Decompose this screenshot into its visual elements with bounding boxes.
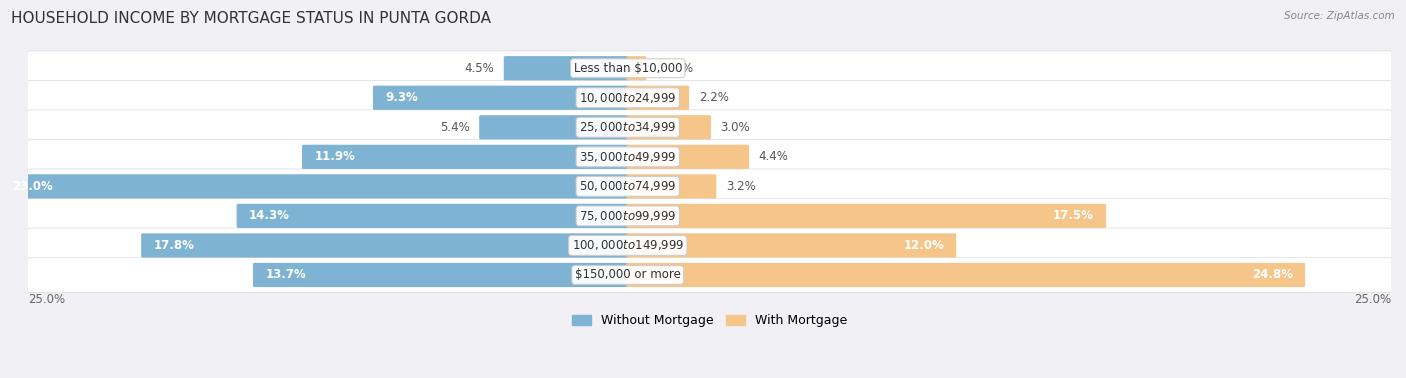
FancyBboxPatch shape — [627, 56, 647, 81]
Text: 2.2%: 2.2% — [699, 91, 728, 104]
Text: 3.2%: 3.2% — [725, 180, 755, 193]
FancyBboxPatch shape — [27, 228, 1392, 263]
Text: 4.5%: 4.5% — [464, 62, 494, 75]
Text: 3.0%: 3.0% — [720, 121, 749, 134]
FancyBboxPatch shape — [0, 174, 628, 198]
FancyBboxPatch shape — [236, 204, 628, 228]
Text: 12.0%: 12.0% — [903, 239, 943, 252]
Legend: Without Mortgage, With Mortgage: Without Mortgage, With Mortgage — [567, 309, 852, 332]
FancyBboxPatch shape — [627, 115, 711, 139]
FancyBboxPatch shape — [627, 204, 1107, 228]
Text: 5.4%: 5.4% — [440, 121, 470, 134]
FancyBboxPatch shape — [27, 139, 1392, 174]
FancyBboxPatch shape — [27, 198, 1392, 233]
Text: $75,000 to $99,999: $75,000 to $99,999 — [579, 209, 676, 223]
FancyBboxPatch shape — [27, 110, 1392, 145]
FancyBboxPatch shape — [627, 86, 689, 110]
Text: $100,000 to $149,999: $100,000 to $149,999 — [572, 239, 683, 253]
FancyBboxPatch shape — [27, 81, 1392, 115]
FancyBboxPatch shape — [302, 145, 628, 169]
Text: Less than $10,000: Less than $10,000 — [574, 62, 682, 75]
Text: 14.3%: 14.3% — [249, 209, 290, 222]
FancyBboxPatch shape — [253, 263, 628, 287]
Text: $10,000 to $24,999: $10,000 to $24,999 — [579, 91, 676, 105]
Text: Source: ZipAtlas.com: Source: ZipAtlas.com — [1284, 11, 1395, 21]
Text: 11.9%: 11.9% — [315, 150, 356, 163]
FancyBboxPatch shape — [627, 174, 716, 198]
Text: 24.8%: 24.8% — [1251, 268, 1294, 282]
Text: 4.4%: 4.4% — [759, 150, 789, 163]
FancyBboxPatch shape — [503, 56, 628, 81]
FancyBboxPatch shape — [141, 233, 628, 257]
FancyBboxPatch shape — [373, 86, 628, 110]
Text: 13.7%: 13.7% — [266, 268, 307, 282]
Text: 23.0%: 23.0% — [11, 180, 52, 193]
FancyBboxPatch shape — [627, 145, 749, 169]
FancyBboxPatch shape — [27, 169, 1392, 204]
Text: 17.5%: 17.5% — [1053, 209, 1094, 222]
Text: 17.8%: 17.8% — [153, 239, 194, 252]
Text: HOUSEHOLD INCOME BY MORTGAGE STATUS IN PUNTA GORDA: HOUSEHOLD INCOME BY MORTGAGE STATUS IN P… — [11, 11, 491, 26]
Text: 25.0%: 25.0% — [1354, 293, 1391, 306]
FancyBboxPatch shape — [627, 233, 956, 257]
FancyBboxPatch shape — [479, 115, 628, 139]
Text: $50,000 to $74,999: $50,000 to $74,999 — [579, 180, 676, 194]
Text: 0.63%: 0.63% — [655, 62, 693, 75]
FancyBboxPatch shape — [627, 263, 1305, 287]
Text: $150,000 or more: $150,000 or more — [575, 268, 681, 282]
FancyBboxPatch shape — [27, 257, 1392, 293]
Text: 9.3%: 9.3% — [385, 91, 418, 104]
Text: $35,000 to $49,999: $35,000 to $49,999 — [579, 150, 676, 164]
Text: $25,000 to $34,999: $25,000 to $34,999 — [579, 120, 676, 134]
FancyBboxPatch shape — [27, 51, 1392, 86]
Text: 25.0%: 25.0% — [28, 293, 65, 306]
